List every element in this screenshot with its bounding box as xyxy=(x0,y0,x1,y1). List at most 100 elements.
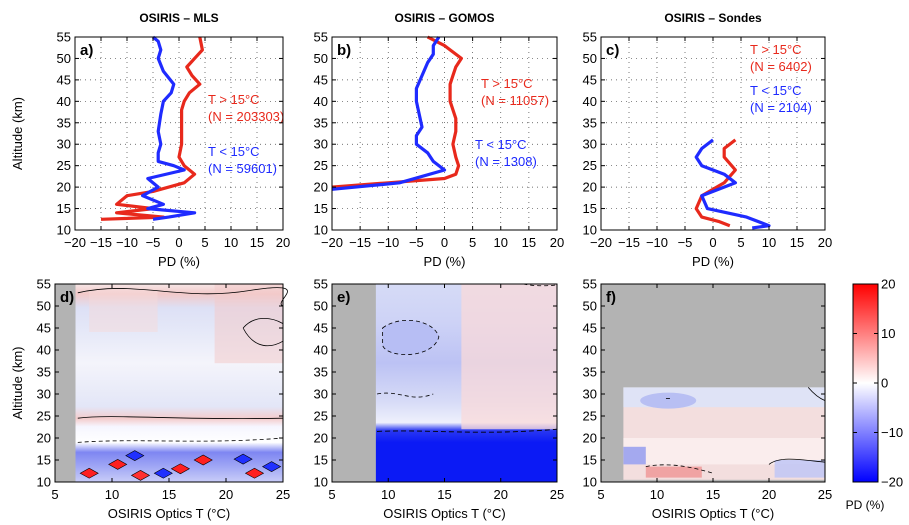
y-tick-label: 50 xyxy=(583,51,597,66)
panel-a: T > 15°C (N = 203303) T < 15°C (N = 59601) −… xyxy=(10,11,290,269)
x-axis-label: OSIRIS Optics T (°C) xyxy=(652,506,774,521)
y-tick-label: 55 xyxy=(314,30,328,45)
y-tick-label: 15 xyxy=(314,453,328,468)
x-tick-label: 20 xyxy=(276,235,290,250)
x-tick-label: 25 xyxy=(550,487,564,502)
panel-label: e) xyxy=(337,289,350,306)
x-tick-label: 15 xyxy=(790,235,804,250)
x-tick-label: 15 xyxy=(162,487,176,502)
y-tick-label: 40 xyxy=(583,94,597,109)
x-tick-label: 10 xyxy=(105,487,119,502)
y-tick-label: 35 xyxy=(583,115,597,130)
y-tick-label: 40 xyxy=(583,343,597,358)
y-tick-label: 25 xyxy=(583,158,597,173)
panel-label: f) xyxy=(606,289,616,306)
y-tick-label: 50 xyxy=(583,299,597,314)
series-line-blue xyxy=(141,35,197,221)
x-tick-label: 10 xyxy=(494,235,508,250)
x-tick-label: 0 xyxy=(175,235,182,250)
annotation-text: T > 15°C xyxy=(750,42,802,57)
x-axis-label: PD (%) xyxy=(692,254,734,269)
panel-title: OSIRIS – Sondes xyxy=(664,11,762,25)
x-tick-label: −5 xyxy=(146,235,161,250)
x-tick-label: −10 xyxy=(116,235,138,250)
contour-line xyxy=(242,317,284,347)
colorbar-tick-label: 10 xyxy=(881,326,895,341)
y-tick-label: 40 xyxy=(37,343,51,358)
series-line-red xyxy=(694,138,738,228)
annotation-text: T < 15°C xyxy=(475,137,527,152)
contour-line xyxy=(77,287,288,307)
x-tick-label: 20 xyxy=(762,487,776,502)
y-tick-label: 40 xyxy=(57,94,71,109)
y-tick-label: 45 xyxy=(37,321,51,336)
x-axis-label: PD (%) xyxy=(424,254,466,269)
heatmap-spot xyxy=(79,467,99,479)
plot-area xyxy=(75,37,283,230)
x-tick-label: −20 xyxy=(64,235,86,250)
heatmap-spot xyxy=(193,454,213,466)
heatmap-patch xyxy=(774,460,825,478)
x-tick-label: 15 xyxy=(250,235,264,250)
contour-line xyxy=(77,437,284,443)
x-tick-label: 25 xyxy=(276,487,290,502)
x-axis-label: OSIRIS Optics T (°C) xyxy=(108,506,230,521)
x-tick-label: 20 xyxy=(219,487,233,502)
x-tick-label: −15 xyxy=(618,235,640,250)
y-tick-label: 45 xyxy=(583,72,597,87)
heatmap-spot xyxy=(153,467,173,479)
y-tick-label: 45 xyxy=(583,321,597,336)
x-tick-label: 20 xyxy=(550,235,564,250)
x-tick-label: 10 xyxy=(762,235,776,250)
annotation-text: T > 15°C xyxy=(208,92,260,107)
y-tick-label: 20 xyxy=(583,180,597,195)
panel-label: c) xyxy=(606,42,619,59)
y-tick-label: 55 xyxy=(37,277,51,292)
y-tick-label: 30 xyxy=(57,137,71,152)
y-tick-label: 10 xyxy=(314,475,328,490)
y-tick-label: 40 xyxy=(314,94,328,109)
x-tick-label: 0 xyxy=(709,235,716,250)
colorbar-tick-label: 0 xyxy=(881,376,888,391)
heatmap-spot xyxy=(130,470,151,481)
x-tick-label: −10 xyxy=(377,235,399,250)
colorbar: 20 10 0 −10 −20 PD (%) xyxy=(846,277,903,513)
y-tick-label: 30 xyxy=(583,387,597,402)
x-tick-label: −10 xyxy=(646,235,668,250)
y-tick-label: 35 xyxy=(314,115,328,130)
y-tick-label: 55 xyxy=(57,30,71,45)
x-tick-label: −15 xyxy=(90,235,112,250)
y-tick-label: 10 xyxy=(583,475,597,490)
contour-line xyxy=(77,416,284,420)
heatmap-spot xyxy=(261,461,282,472)
y-tick-label: 30 xyxy=(314,387,328,402)
x-axis-label: PD (%) xyxy=(158,254,200,269)
y-tick-label: 15 xyxy=(314,201,328,216)
y-tick-label: 20 xyxy=(314,180,328,195)
y-tick-label: 20 xyxy=(57,180,71,195)
y-tick-label: 35 xyxy=(37,365,51,380)
annotation-text: (N = 1308) xyxy=(475,154,537,169)
x-tick-label: 0 xyxy=(441,235,448,250)
contour-line xyxy=(768,458,826,465)
x-tick-label: 5 xyxy=(328,487,335,502)
annotation-text: T > 15°C xyxy=(481,76,533,91)
y-tick-label: 55 xyxy=(583,277,597,292)
x-tick-label: −20 xyxy=(321,235,343,250)
annotation-text: (N = 2104) xyxy=(750,100,812,115)
x-tick-label: 20 xyxy=(818,235,832,250)
y-tick-label: 35 xyxy=(314,365,328,380)
y-tick-label: 40 xyxy=(314,343,328,358)
x-tick-label: 20 xyxy=(494,487,508,502)
y-tick-label: 45 xyxy=(314,321,328,336)
y-tick-label: 10 xyxy=(583,223,597,238)
y-tick-label: 15 xyxy=(583,453,597,468)
x-tick-label: −5 xyxy=(409,235,424,250)
heatmap-spot xyxy=(244,467,265,479)
y-tick-label: 20 xyxy=(314,431,328,446)
x-tick-label: −5 xyxy=(678,235,693,250)
heatmap-spot xyxy=(170,463,191,475)
